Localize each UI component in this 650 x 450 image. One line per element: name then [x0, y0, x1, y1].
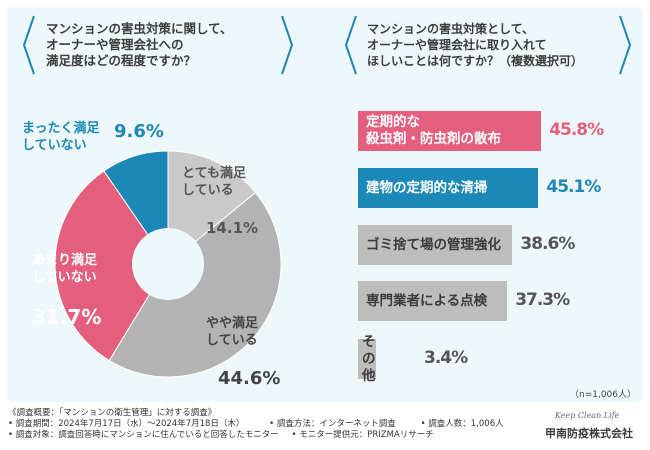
- footer-line: • 調査期間：2024年7月17日（水）〜2024年7月18日（木） • 調査方…: [8, 419, 504, 430]
- bar-insecticide-spraying: 定期的な 殺虫剤・防虫剤の散布: [358, 111, 542, 151]
- sample-size-note: （n=1,006人）: [569, 390, 636, 400]
- bar-value: 45.8%: [549, 120, 604, 140]
- right-bracket-icon: [281, 15, 294, 75]
- bar-professional-inspection: 専門業者による点検: [358, 281, 508, 321]
- bar-other: その他: [358, 333, 376, 384]
- bar-label: 建物の定期的な清掃: [366, 179, 488, 196]
- footer-period: • 調査期間：2024年7月17日（水）〜2024年7月18日（木）: [8, 419, 245, 429]
- bar-label: 専門業者による点検: [366, 292, 488, 309]
- left-question-text: マンションの害虫対策に関して、 オーナーや管理会社への 満足度はどの程度ですか？: [46, 21, 233, 68]
- footer-provider: • モニター提供元：PRIZMAリサーチ: [291, 430, 434, 440]
- left-bracket-icon: [22, 15, 35, 75]
- company-logo: 甲南防疫株式会社: [545, 427, 633, 440]
- pie-label-very-satisfied: とても満足 している 14.1%: [182, 166, 259, 237]
- pie-center-hole: [132, 228, 204, 300]
- pie-label-not-at-all-satisfied: まったく満足 していない 9.6%: [22, 121, 164, 153]
- footer-target: • 調査対象：調査回答時にマンションに住んでいると回答したモニター: [8, 430, 279, 440]
- pie-label-not-very-satisfied: あまり満足 していない 31.7%: [32, 253, 102, 329]
- bar-value: 37.3%: [515, 290, 570, 310]
- left-question-box: マンションの害虫対策に関して、 オーナーや管理会社への 満足度はどの程度ですか？: [22, 14, 294, 76]
- bar-value: 3.4%: [424, 348, 468, 368]
- right-question-box: マンションの害虫対策として、 オーナーや管理会社に取り入れて ほしいことは何です…: [344, 14, 632, 76]
- footer-method: • 調査方法：インターネット調査: [269, 419, 396, 429]
- footer-line: 《調査概要：「マンションの衛生管理」に対する調査》: [8, 408, 217, 418]
- bar-label: 定期的な 殺虫剤・防虫剤の散布: [366, 114, 501, 147]
- bar-value: 45.1%: [546, 177, 601, 197]
- survey-footer: 《調査概要：「マンションの衛生管理」に対する調査》 • 調査期間：2024年7月…: [8, 408, 504, 441]
- footer-line: • 調査対象：調査回答時にマンションに住んでいると回答したモニター • モニター…: [8, 430, 504, 441]
- bar-value: 38.6%: [520, 234, 575, 254]
- pie-slice-not-very-satisfied: [54, 170, 169, 362]
- bar-building-cleaning: 建物の定期的な清掃: [358, 168, 539, 208]
- pie-label-somewhat-satisfied: やや満足 している 44.6%: [206, 316, 281, 389]
- bar-label: ゴミ捨て場の管理強化: [366, 236, 501, 253]
- logo-tagline: Keep Clean Life: [555, 411, 620, 420]
- bar-garbage-area-management: ゴミ捨て場の管理強化: [358, 225, 513, 265]
- right-bracket-icon: [619, 15, 632, 75]
- footer-count: • 調査人数：1,006人: [420, 419, 504, 429]
- left-bracket-icon: [344, 15, 357, 75]
- right-question-text: マンションの害虫対策として、 オーナーや管理会社に取り入れて ほしいことは何です…: [367, 22, 584, 68]
- bar-label: その他: [362, 333, 376, 384]
